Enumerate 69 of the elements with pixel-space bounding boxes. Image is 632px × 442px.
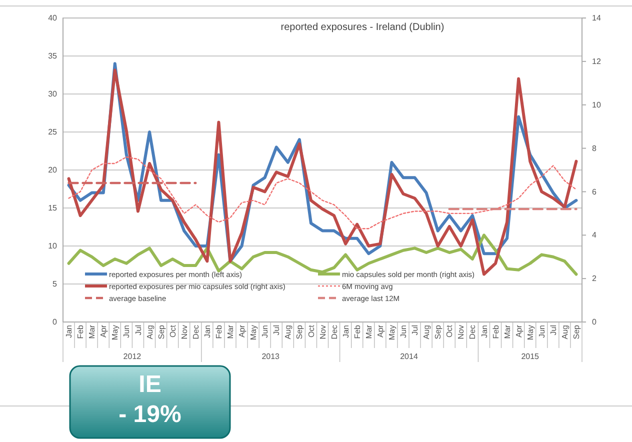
text: 2014 <box>400 352 418 361</box>
y2-tick-label: 8 <box>592 144 597 153</box>
x-tick-label: Jan <box>64 325 74 338</box>
x-tick-label: Sep <box>156 324 166 340</box>
text: 2013 <box>262 352 280 361</box>
x-tick-label: May <box>110 325 120 340</box>
y2-tick-label: 2 <box>592 274 597 284</box>
x-tick-label: Feb <box>352 324 362 339</box>
x-tick-label: Jun <box>399 325 408 338</box>
x-tick-label: Jun <box>122 325 132 338</box>
y-tick-label: 40 <box>48 14 58 23</box>
x-tick-label: Nov <box>180 325 189 340</box>
y2-tick-label: 10 <box>592 100 602 110</box>
x-tick-label: Jan <box>202 325 212 338</box>
x-tick-label: Aug <box>422 325 432 340</box>
y-tick-label: 35 <box>48 52 58 61</box>
x-tick-label: Mar <box>502 324 512 339</box>
x-tick-label: Oct <box>445 324 454 338</box>
x-tick-label: Nov <box>456 325 466 340</box>
x-tick-label: Sep <box>572 324 582 340</box>
x-tick-label: Apr <box>514 324 524 338</box>
x-tick-label: Dec <box>468 325 478 340</box>
x-tick-label: Apr <box>238 324 247 338</box>
x-tick-label: Jun <box>260 325 270 338</box>
x-tick-label: May <box>249 325 258 340</box>
x-tick-label: Jul <box>272 324 282 336</box>
x-tick-label: Jun <box>537 325 546 338</box>
x-tick-label: May <box>388 325 396 340</box>
y-tick-label: 15 <box>48 204 58 213</box>
chart-title: reported exposures - Ireland (Dublin) <box>280 22 444 33</box>
y-tick-label: 5 <box>52 280 58 289</box>
y2-tick-label: 6 <box>592 187 597 196</box>
text: IE - 19% <box>118 371 182 428</box>
x-tick-label: Dec <box>191 325 200 340</box>
y-tick-label: 0 <box>52 318 58 327</box>
x-tick-label: Sep <box>295 324 304 340</box>
x-tick-label: Aug <box>145 325 154 340</box>
y-tick-label: 25 <box>48 128 58 137</box>
y-tick-label: 10 <box>48 242 58 251</box>
x-tick-label: Aug <box>284 325 293 340</box>
x-tick-label: Nov <box>318 325 328 340</box>
x-tick-label: Feb <box>76 324 86 339</box>
x-tick-label: Mar <box>88 324 97 339</box>
x-tick-label: Oct <box>168 324 178 338</box>
x-tick-label: May <box>526 325 535 340</box>
y2-tick-label: 12 <box>592 56 602 66</box>
x-tick-label: Apr <box>376 324 385 338</box>
x-tick-label: Feb <box>214 324 224 339</box>
y2-tick-label: 4 <box>592 230 597 240</box>
y2-tick-label: 14 <box>592 14 602 23</box>
x-tick-label: Jul <box>134 324 143 336</box>
y-tick-label: 20 <box>48 166 58 175</box>
x-tick-label: Apr <box>99 324 108 338</box>
y2-tick-label: 0 <box>592 318 597 327</box>
x-tick-label: Oct <box>306 324 316 338</box>
x-tick-label: Mar <box>364 324 374 339</box>
text: 2012 <box>123 352 142 361</box>
x-tick-label: Mar <box>226 324 236 339</box>
line-series <box>68 156 577 230</box>
x-tick-label: Jul <box>410 324 420 336</box>
x-tick-label: Feb <box>491 324 500 339</box>
text: 2015 <box>521 352 540 361</box>
x-tick-label: Jan <box>341 325 350 338</box>
x-tick-label: Dec <box>330 325 339 340</box>
y-tick-label: 30 <box>48 90 58 99</box>
x-tick-label: Aug <box>560 325 570 340</box>
x-tick-label: Sep <box>434 324 443 340</box>
x-tick-label: Jul <box>548 324 558 336</box>
x-tick-label: Jan <box>480 325 489 338</box>
